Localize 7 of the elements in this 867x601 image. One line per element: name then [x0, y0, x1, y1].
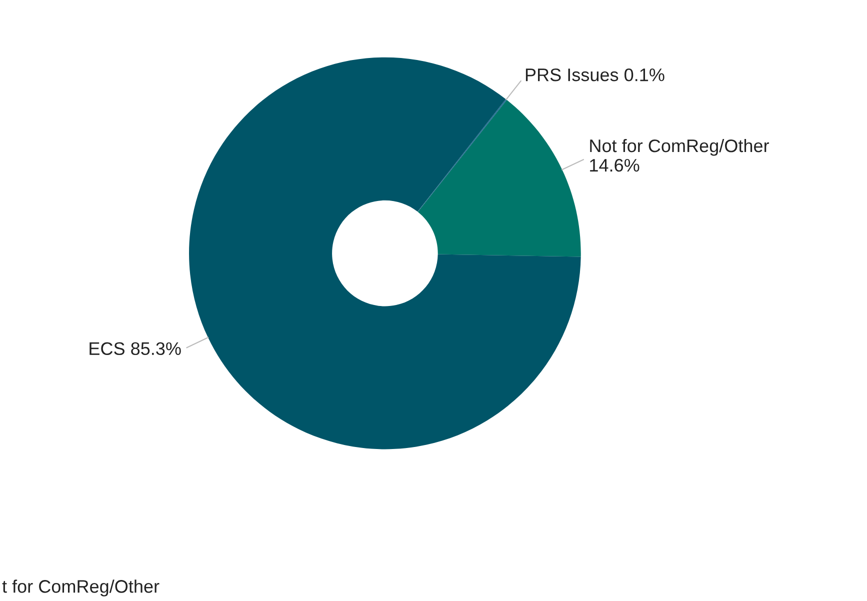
donut-slice: [418, 100, 581, 257]
donut-slice: [418, 99, 507, 212]
text: t for ComReg/Other: [2, 580, 160, 596]
data-label: 14.6%: [590, 158, 640, 172]
slice-label: Not for ComReg/Other: [590, 138, 769, 156]
slice-label: PRS Issues 0.1%: [526, 68, 664, 82]
slice-label: ECS 85.3%: [90, 342, 181, 356]
